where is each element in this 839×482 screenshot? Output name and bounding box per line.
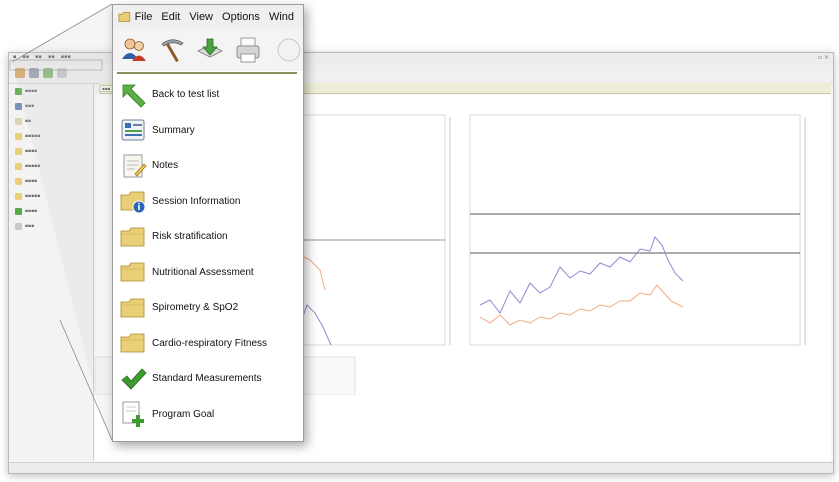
printer-icon[interactable] [231,33,265,67]
right-series-blue [479,236,684,314]
sidebar-item[interactable]: ▪▪▪▪▪ [9,129,93,144]
toolbar-separator [117,72,297,74]
background-menu: ▪▪▪▪▪▪▪▪▪▪ [13,54,71,60]
tray-download-icon[interactable] [193,33,227,67]
background-sidebar: ▪▪▪▪ ▪▪▪ ▪▪ ▪▪▪▪▪ ▪▪▪▪ ▪▪▪▪▪ ▪▪▪▪ ▪▪▪▪▪ … [9,84,94,461]
menu-window[interactable]: Wind [268,11,294,23]
checkmark-icon [118,364,148,394]
folder-icon [118,257,148,287]
menu-item-notes[interactable]: Notes [113,148,303,184]
menu-item-label: Session Information [152,195,241,207]
left-series-blue [299,304,332,346]
sidebar-item[interactable]: ▪▪▪▪ [9,84,93,99]
menu-item-label: Standard Measurements [152,373,262,385]
menu-item-summary[interactable]: Summary [113,113,303,149]
menu-item-label: Program Goal [152,408,215,420]
document-plus-icon [118,399,148,429]
wedge-source-box [9,59,103,71]
menu-item-label: Summary [152,124,195,136]
left-series-orange [299,254,326,291]
sidebar-item[interactable]: ▪▪▪▪ [9,144,93,159]
sidebar-item[interactable]: ▪▪▪▪ [9,174,93,189]
menu-item-label: Back to test list [152,89,220,101]
menu-item-back-to-test-list[interactable]: Back to test list [113,77,303,113]
menu-file[interactable]: File [134,11,153,23]
users-icon[interactable] [117,33,151,67]
mini-download-icon[interactable] [43,68,53,78]
pickaxe-icon[interactable] [155,33,189,67]
menu-item-label: Cardio-respiratory Fitness [152,337,268,349]
zoomed-menu-panel: File Edit View Options Wind [112,4,304,442]
sidebar-item[interactable]: ▪▪▪▪▪ [9,189,93,204]
sidebar-item[interactable]: ▪▪▪▪▪ [9,159,93,174]
menu-edit[interactable]: Edit [161,11,181,23]
wedge-top-line [11,3,113,63]
app-folder-icon [118,12,131,22]
folder-icon [118,328,148,358]
folder-info-icon [118,186,148,216]
menu-item-label: Risk stratification [152,231,228,243]
menu-options[interactable]: Options [222,11,260,23]
menu-item-spirometry-spo2[interactable]: Spirometry & SpO2 [113,290,303,326]
sidebar-item[interactable]: ▪▪ [9,114,93,129]
right-chart-frame [469,114,801,346]
menu-item-session-information[interactable]: Session Information [113,184,303,220]
menu-item-standard-measurements[interactable]: Standard Measurements [113,361,303,397]
window-controls-icon[interactable]: ▫ × [817,54,829,61]
menu-item-label: Nutritional Assessment [152,266,254,278]
menu-item-program-goal[interactable]: Program Goal [113,397,303,433]
menu-item-nutritional-assessment[interactable]: Nutritional Assessment [113,255,303,291]
folder-icon [118,222,148,252]
mini-printer-icon[interactable] [57,68,67,78]
menu-item-risk-stratification[interactable]: Risk stratification [113,219,303,255]
page-icon[interactable] [269,33,303,67]
toolbar [113,29,303,71]
notes-icon [118,151,148,181]
summary-icon [118,115,148,145]
sidebar-item[interactable]: ▪▪▪ [9,219,93,234]
wedge-fill [12,4,112,440]
wedge-bottom-line [59,319,113,441]
menu-view[interactable]: View [189,11,214,23]
folder-icon [118,293,148,323]
menu-item-label: Notes [152,160,179,172]
menu-item-label: Spirometry & SpO2 [152,302,239,314]
mini-users-icon[interactable] [15,68,25,78]
menu-bar: File Edit View Options Wind [113,5,303,30]
right-series-orange [479,284,684,326]
sidebar-item[interactable]: ▪▪▪▪ [9,204,93,219]
navigation-menu: Back to test list Summary [113,77,303,432]
mini-pickaxe-icon[interactable] [29,68,39,78]
green-back-arrow-icon [118,80,148,110]
menu-item-cardio-respiratory-fitness[interactable]: Cardio-respiratory Fitness [113,326,303,362]
background-status-bar [9,462,833,473]
sidebar-item[interactable]: ▪▪▪ [9,99,93,114]
